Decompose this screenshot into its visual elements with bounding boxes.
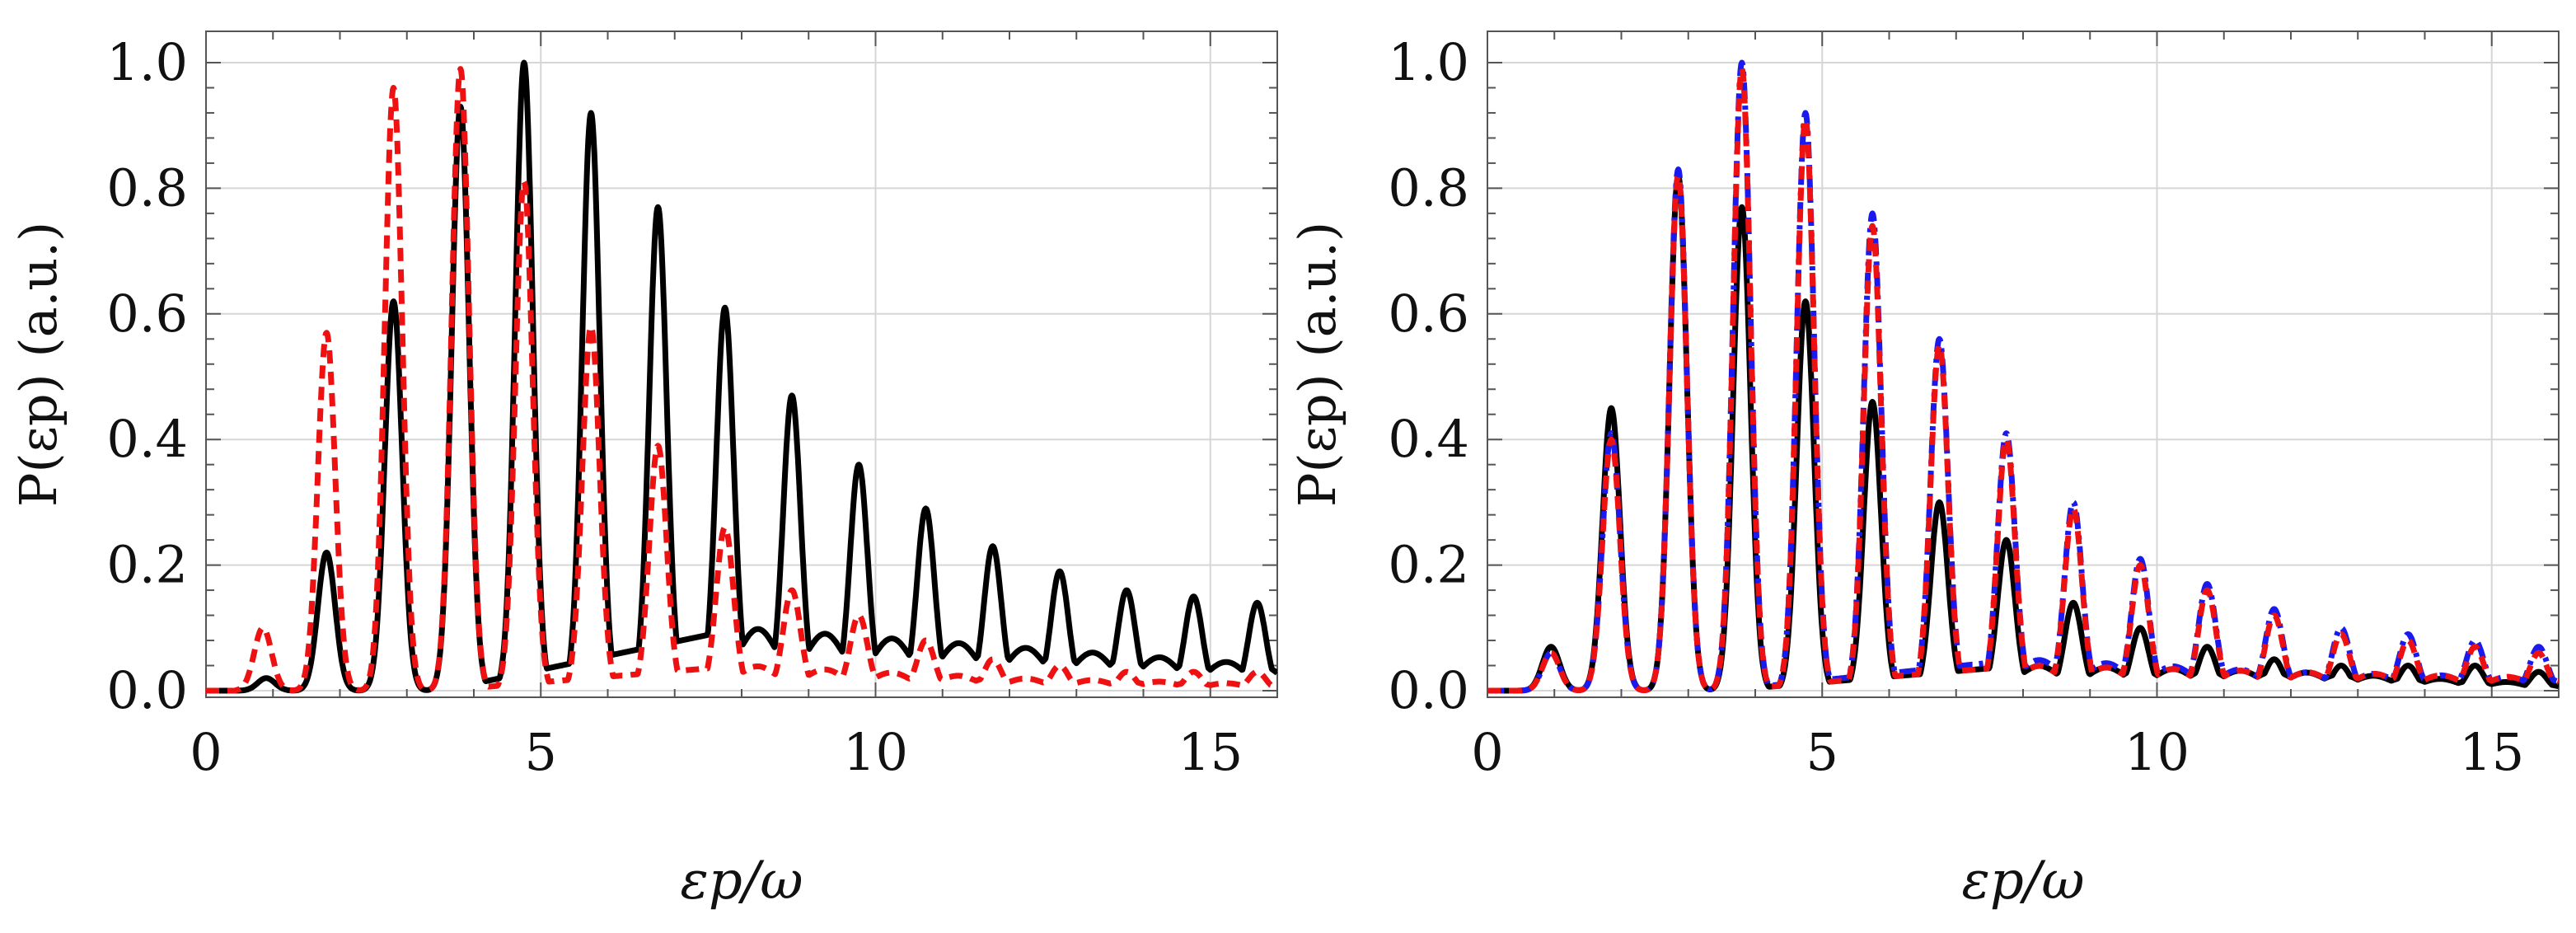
x-tick-label: 15 (2459, 722, 2524, 782)
y-tick-label: 0.4 (106, 409, 188, 469)
y-axis-title: P(εp) (a.u.) (8, 222, 68, 507)
chart-panel-right: 0 5 10 15 0.0 0.2 0.4 0.6 0.8 1.0 εp/ω P(εp) (a.u.) (1287, 30, 2560, 912)
y-tick-label: 0.8 (106, 157, 188, 218)
y-axis-title: P(εp) (a.u.) (1287, 222, 1347, 507)
y-tick-label: 0.2 (106, 535, 188, 595)
series-line-solid-black (206, 59, 1277, 694)
series-line-solid-black (1487, 172, 2559, 694)
y-tick-label: 0.8 (1388, 157, 1469, 218)
y-tick-label: 0.0 (1388, 660, 1469, 720)
y-tick-label: 0.2 (1388, 535, 1469, 595)
x-tick-label: 10 (843, 722, 908, 782)
y-tick-label: 0.0 (106, 660, 188, 720)
y-tick-label: 1.0 (1388, 32, 1469, 92)
x-axis-title: εp/ω (1961, 851, 2084, 912)
x-tick-label: 10 (2124, 722, 2190, 782)
y-tick-label: 0.4 (1388, 409, 1469, 469)
x-tick-label: 0 (190, 722, 222, 782)
series-line-dashed-red (1487, 66, 2559, 694)
x-tick-label: 5 (1806, 722, 1838, 782)
y-tick-label: 0.6 (106, 284, 188, 344)
chart-panel-left: 0 5 10 15 0.0 0.2 0.4 0.6 0.8 1.0 εp/ω P(εp) (a.u.) (8, 30, 1278, 912)
y-tick-label: 1.0 (106, 32, 188, 92)
plot-frame (1487, 30, 2560, 698)
y-tick-label: 0.6 (1388, 284, 1469, 344)
series-line-dash-dot-blue (1487, 59, 2559, 694)
x-tick-label: 5 (525, 722, 557, 782)
x-tick-label: 0 (1471, 722, 1503, 782)
x-tick-label: 15 (1178, 722, 1243, 782)
x-axis-title: εp/ω (680, 851, 803, 912)
series-line-dashed-red (206, 66, 1277, 694)
